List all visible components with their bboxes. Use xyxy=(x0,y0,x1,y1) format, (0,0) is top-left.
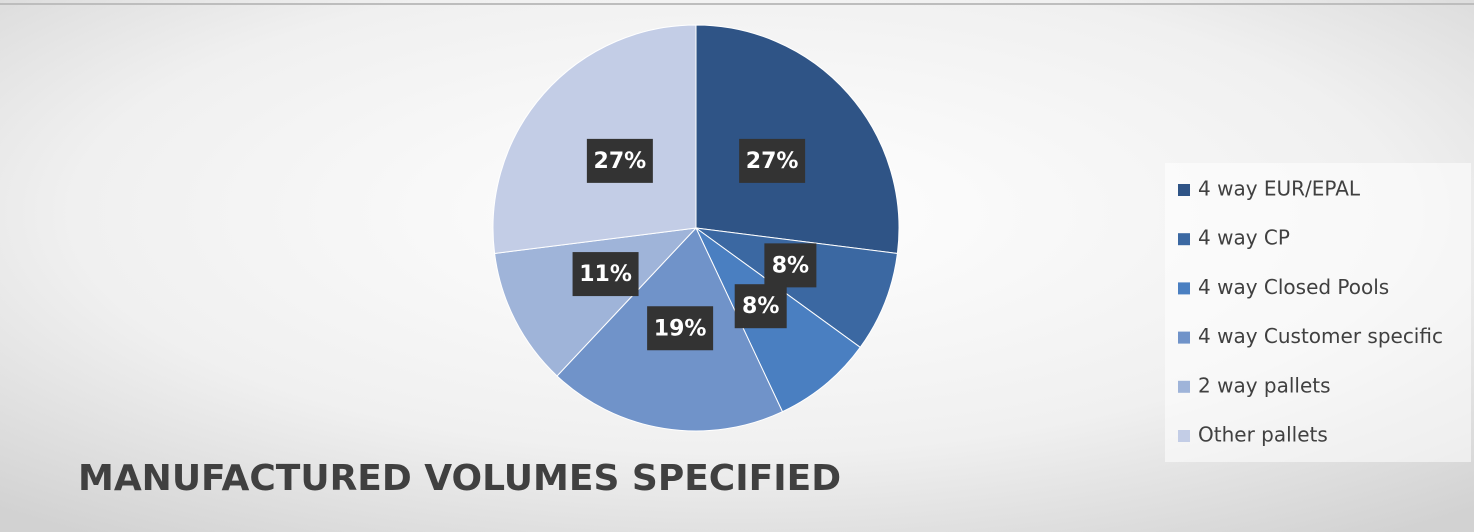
legend-swatch xyxy=(1178,430,1190,442)
legend-label: 4 way EUR/EPAL xyxy=(1198,177,1361,201)
data-label-box xyxy=(572,252,639,297)
data-label-box xyxy=(764,243,817,288)
pie-slice xyxy=(494,227,698,377)
data-label: 27% xyxy=(746,149,799,174)
legend-swatch xyxy=(1178,331,1190,344)
legend-label: 4 way Customer specific xyxy=(1198,324,1443,348)
pie-slice xyxy=(695,227,898,349)
chart-title: MANUFACTURED VOLUMES SPECIFIED xyxy=(78,458,841,499)
data-label: 8% xyxy=(742,294,779,319)
data-label-box xyxy=(734,284,787,329)
legend-swatch xyxy=(1178,380,1190,393)
legend-swatch xyxy=(1178,233,1190,246)
legend-label: 2 way pallets xyxy=(1198,373,1331,397)
data-label: 8% xyxy=(772,253,809,278)
legend-swatch xyxy=(1178,282,1190,295)
legend-label: 4 way CP xyxy=(1198,226,1290,250)
data-label-box xyxy=(739,138,806,183)
data-label: 19% xyxy=(654,316,707,341)
data-label: 27% xyxy=(594,149,647,174)
data-label-box xyxy=(586,138,653,183)
data-label-box xyxy=(647,306,714,351)
legend-box xyxy=(1165,163,1471,462)
legend-label: 4 way Closed Pools xyxy=(1198,275,1389,299)
legend-label: Other pallets xyxy=(1198,423,1328,447)
data-label: 11% xyxy=(579,262,632,287)
legend-swatch xyxy=(1178,184,1190,196)
